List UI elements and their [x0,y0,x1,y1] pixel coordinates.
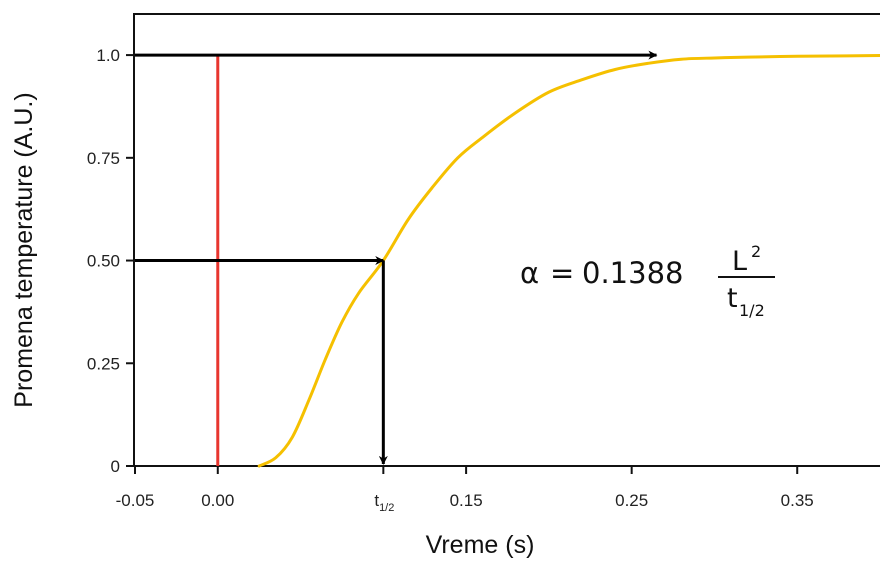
y-axis-ticks: 0 0.25 0.50 0.75 1.0 [87,46,134,476]
x-tick-label: -0.05 [116,491,155,510]
x-tick-label: 0.00 [201,491,234,510]
plot-frame [133,13,880,467]
diffusivity-formula: α = 0.1388 L 2 t 1/2 [520,242,775,320]
formula-denominator-sub: 1/2 [739,301,765,320]
formula-denominator: t [727,283,738,314]
x-tick-label-subscript: 1/2 [379,502,394,514]
y-tick-label: 0.25 [87,354,120,373]
y-tick-label: 0.50 [87,252,120,271]
formula-equals: = [550,256,574,290]
x-axis-title: Vreme (s) [426,531,535,559]
formula-numerator-sup: 2 [751,242,761,261]
y-tick-label: 1.0 [96,46,120,65]
y-tick-label: 0.75 [87,149,120,168]
x-tick-label: 0.35 [781,491,814,510]
y-tick-label: 0 [111,457,120,476]
x-tick-label: 0.25 [615,491,648,510]
formula-numerator: L [732,246,747,277]
formula-alpha: α [520,256,539,290]
x-tick-label: 0.15 [450,491,483,510]
formula-coefficient: 0.1388 [582,256,683,290]
x-tick-label-main: t [374,491,379,510]
x-tick-label: t1/2 [374,491,394,514]
temperature-curve [257,54,880,468]
x-axis-ticks: -0.05 0.00 t1/2 0.15 0.25 0.35 [116,466,814,514]
y-axis-title: Promena temperature (A.U.) [10,92,38,407]
